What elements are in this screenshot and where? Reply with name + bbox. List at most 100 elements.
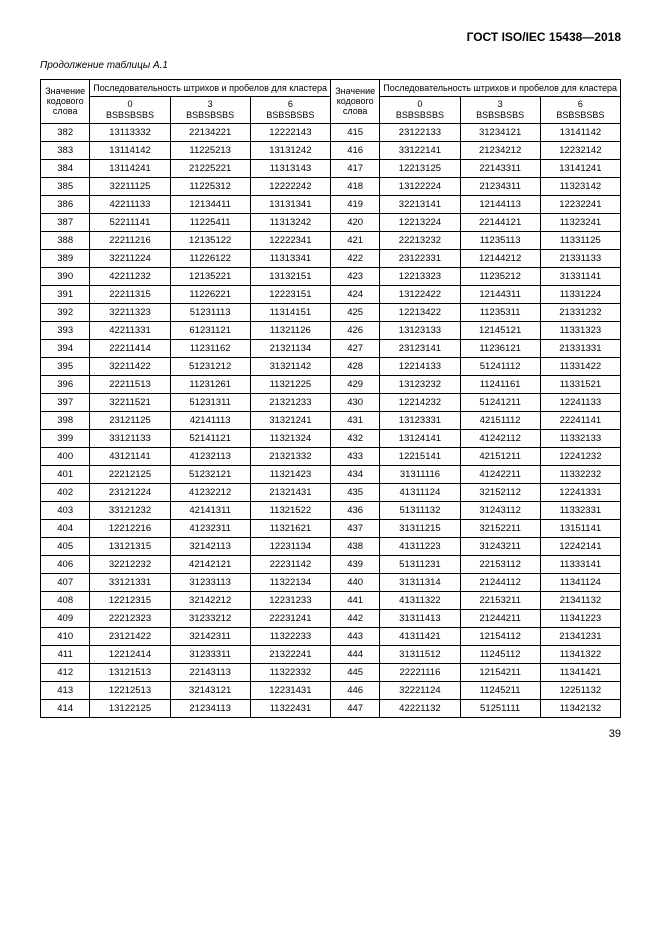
table-cell: 11313143: [250, 159, 330, 177]
table-cell: 12134411: [170, 195, 250, 213]
table-cell: 31233212: [170, 609, 250, 627]
table-cell: 12154112: [460, 627, 540, 645]
table-cell: 427: [330, 339, 379, 357]
table-cell: 12213422: [380, 303, 460, 321]
table-cell: 11332133: [540, 429, 620, 447]
table-row: 3875221114111225411113132424201221322422…: [41, 213, 621, 231]
table-row: 3942221141411231162213211344272312314111…: [41, 339, 621, 357]
table-cell: 402: [41, 483, 90, 501]
table-cell: 22211315: [90, 285, 170, 303]
table-row: 4012221212551232121113214234343131111641…: [41, 465, 621, 483]
col-value-header-right: Значение кодового слова: [330, 80, 379, 124]
table-cell: 33121133: [90, 429, 170, 447]
table-cell: 12213323: [380, 267, 460, 285]
table-cell: 32142113: [170, 537, 250, 555]
table-cell: 406: [41, 555, 90, 573]
table-cell: 12144311: [460, 285, 540, 303]
table-cell: 385: [41, 177, 90, 195]
table-cell: 398: [41, 411, 90, 429]
table-cell: 31234121: [460, 123, 540, 141]
table-cell: 32212232: [90, 555, 170, 573]
table-cell: 12222143: [250, 123, 330, 141]
table-cell: 405: [41, 537, 90, 555]
table-row: 3831311414211225213131312424163312214121…: [41, 141, 621, 159]
table-cell: 12213125: [380, 159, 460, 177]
col-value-header-left: Значение кодового слова: [41, 80, 90, 124]
table-cell: 32142212: [170, 591, 250, 609]
table-cell: 434: [330, 465, 379, 483]
table-row: 4092221232331233212222312414423131141321…: [41, 609, 621, 627]
table-cell: 12135221: [170, 267, 250, 285]
table-cell: 13122422: [380, 285, 460, 303]
table-cell: 21234212: [460, 141, 540, 159]
table-cell: 23121125: [90, 411, 170, 429]
table-cell: 418: [330, 177, 379, 195]
table-cell: 399: [41, 429, 90, 447]
table-cell: 437: [330, 519, 379, 537]
table-cell: 11226122: [170, 249, 250, 267]
table-cell: 11341124: [540, 573, 620, 591]
table-cell: 13123133: [380, 321, 460, 339]
table-cell: 22231241: [250, 609, 330, 627]
table-cell: 42221132: [380, 699, 460, 717]
table-cell: 11341223: [540, 609, 620, 627]
data-table: Значение кодового слова Последовательнос…: [40, 79, 621, 718]
table-cell: 442: [330, 609, 379, 627]
table-cell: 13141142: [540, 123, 620, 141]
table-cell: 413: [41, 681, 90, 699]
table-cell: 12214232: [380, 393, 460, 411]
table-cell: 51311231: [380, 555, 460, 573]
table-row: 3853221112511225312122222424181312222421…: [41, 177, 621, 195]
table-cell: 32152211: [460, 519, 540, 537]
table-cell: 23122331: [380, 249, 460, 267]
table-cell: 12242141: [540, 537, 620, 555]
table-cell: 426: [330, 321, 379, 339]
table-cell: 11235113: [460, 231, 540, 249]
table-cell: 447: [330, 699, 379, 717]
table-cell: 31233113: [170, 573, 250, 591]
table-cell: 430: [330, 393, 379, 411]
table-cell: 41242112: [460, 429, 540, 447]
table-cell: 31311314: [380, 573, 460, 591]
table-cell: 21331133: [540, 249, 620, 267]
table-cell: 32143121: [170, 681, 250, 699]
table-cell: 13121513: [90, 663, 170, 681]
table-cell: 11332232: [540, 465, 620, 483]
table-cell: 12241331: [540, 483, 620, 501]
table-body: 3821311333222134221122221434152312213331…: [41, 123, 621, 717]
table-row: 4111221241431233311213222414443131151211…: [41, 645, 621, 663]
table-cell: 390: [41, 267, 90, 285]
table-cell: 11322332: [250, 663, 330, 681]
table-cell: 391: [41, 285, 90, 303]
table-cell: 446: [330, 681, 379, 699]
table-cell: 11321126: [250, 321, 330, 339]
table-cell: 11321324: [250, 429, 330, 447]
table-row: 4022312122441232212213214314354131112432…: [41, 483, 621, 501]
table-cell: 11321225: [250, 375, 330, 393]
table-cell: 11322431: [250, 699, 330, 717]
table-cell: 12232241: [540, 195, 620, 213]
table-cell: 11333141: [540, 555, 620, 573]
col-group-header-right: Последовательность штрихов и пробелов дл…: [380, 80, 621, 97]
table-cell: 11331323: [540, 321, 620, 339]
table-cell: 51241112: [460, 357, 540, 375]
table-header-row-1: Значение кодового слова Последовательнос…: [41, 80, 621, 97]
table-cell: 33122141: [380, 141, 460, 159]
table-cell: 388: [41, 231, 90, 249]
table-cell: 12251132: [540, 681, 620, 699]
table-cell: 12215141: [380, 447, 460, 465]
table-cell: 41232311: [170, 519, 250, 537]
table-cell: 12145121: [460, 321, 540, 339]
table-cell: 13121315: [90, 537, 170, 555]
table-cell: 21321233: [250, 393, 330, 411]
table-row: 4033312123242141311113215224365131113231…: [41, 501, 621, 519]
table-cell: 436: [330, 501, 379, 519]
table-cell: 11231162: [170, 339, 250, 357]
table-cell: 11331224: [540, 285, 620, 303]
table-cell: 22211513: [90, 375, 170, 393]
table-cell: 11314151: [250, 303, 330, 321]
table-cell: 13114241: [90, 159, 170, 177]
table-cell: 42141113: [170, 411, 250, 429]
table-cell: 21322241: [250, 645, 330, 663]
table-row: 4102312142232142311113222334434131142112…: [41, 627, 621, 645]
